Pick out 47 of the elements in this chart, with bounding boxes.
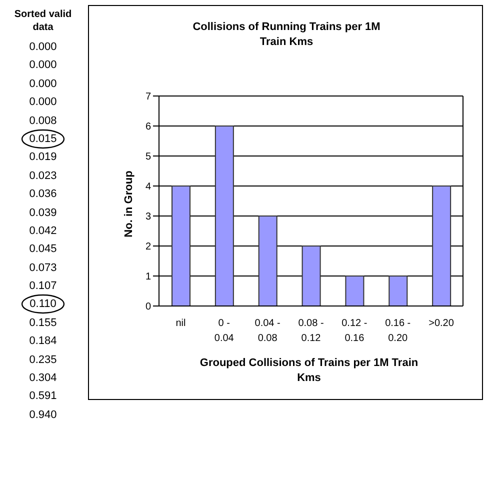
text: 0.039: [29, 206, 57, 219]
y-tick-label: 6: [145, 122, 152, 133]
text: 0.000: [29, 41, 57, 53]
text: 0.008: [29, 114, 57, 127]
text: 0.110: [30, 298, 56, 310]
y-tick-label: 3: [145, 212, 152, 223]
bar: [172, 186, 190, 306]
text: 0.591: [29, 390, 57, 402]
x-tick-label: 0.08 - 0.12: [298, 318, 324, 344]
text: 0.107: [29, 280, 57, 292]
text: 0.073: [29, 262, 57, 274]
bar: [302, 246, 321, 306]
text: 0.045: [29, 243, 57, 256]
x-tick-label: 0 - 0.04: [214, 318, 234, 344]
y-tick-label: 4: [145, 182, 152, 193]
bar: [258, 216, 278, 306]
text: 0.036: [29, 188, 57, 200]
text: 0.304: [29, 372, 57, 384]
text: 0.042: [29, 224, 57, 237]
x-tick-label: 0.12 - 0.16: [342, 318, 368, 344]
text: Sorted valid data: [13, 8, 73, 35]
text: 0.940: [29, 408, 57, 421]
chart-title: Collisions of Running Trains per 1M Train Kms: [192, 20, 382, 50]
bar: [388, 276, 408, 306]
text: 0.023: [29, 170, 57, 182]
x-tick-label: 0.04 - 0.08: [254, 318, 280, 344]
y-tick-label: 7: [145, 92, 152, 103]
bar: [345, 276, 364, 306]
text: 0.015: [29, 132, 57, 145]
text: 0.155: [29, 316, 57, 329]
text: 0.000: [29, 59, 57, 72]
y-tick-label: 1: [145, 272, 152, 283]
y-tick-label: 2: [145, 242, 152, 253]
text: 0.184: [29, 335, 57, 348]
text: 0.235: [29, 354, 57, 366]
y-axis-title: No. in Group: [123, 170, 135, 240]
y-tick-label: 0: [145, 302, 152, 313]
bar: [214, 126, 234, 306]
x-tick-label: >0.20: [428, 318, 454, 329]
y-tick-label: 5: [145, 152, 152, 163]
text: 0.000: [29, 96, 57, 108]
x-tick-label: 0.16 - 0.20: [385, 318, 411, 344]
text: 0.000: [29, 78, 57, 90]
x-axis-title: Grouped Collisions of Trains per 1M Train Kms: [198, 356, 420, 386]
bar: [432, 186, 452, 306]
text: 0.019: [29, 151, 57, 164]
x-tick-label: nil: [176, 318, 186, 329]
